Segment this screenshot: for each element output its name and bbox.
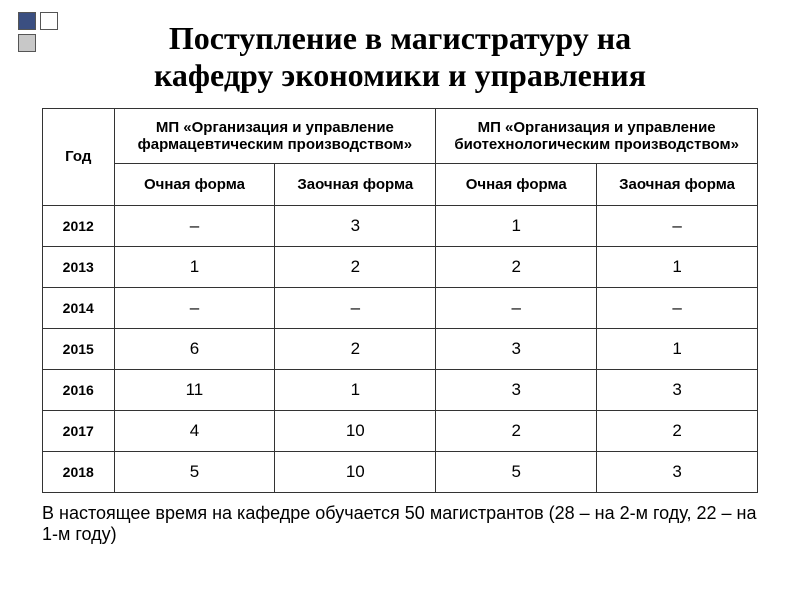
cell-value: 2 — [597, 410, 758, 451]
col-header-year: Год — [43, 108, 115, 205]
cell-value: 3 — [436, 369, 597, 410]
cell-year: 2016 — [43, 369, 115, 410]
table-row: 201611133 — [43, 369, 758, 410]
table-header-row-1: Год МП «Организация и управление фармаце… — [43, 108, 758, 163]
cell-year: 2013 — [43, 246, 115, 287]
table-row: 201741022 — [43, 410, 758, 451]
page-title: Поступление в магистратуру на кафедру эк… — [0, 20, 800, 94]
col-header-group-1: МП «Организация и управление фармацевтич… — [114, 108, 436, 163]
cell-value: 3 — [275, 205, 436, 246]
title-line-1: Поступление в магистратуру на — [169, 20, 631, 56]
cell-value: 1 — [275, 369, 436, 410]
cell-value: – — [114, 205, 275, 246]
cell-value: 6 — [114, 328, 275, 369]
cell-value: 2 — [436, 410, 597, 451]
logo-square-3 — [18, 34, 36, 52]
cell-value: 2 — [275, 246, 436, 287]
cell-value: 1 — [597, 328, 758, 369]
cell-value: – — [597, 287, 758, 328]
cell-value: 10 — [275, 410, 436, 451]
cell-year: 2012 — [43, 205, 115, 246]
cell-value: – — [436, 287, 597, 328]
subheader-g2-full: Очная форма — [436, 163, 597, 205]
admissions-table: Год МП «Организация и управление фармаце… — [42, 108, 758, 493]
cell-value: 1 — [114, 246, 275, 287]
cell-value: 5 — [436, 451, 597, 492]
cell-value: 5 — [114, 451, 275, 492]
cell-value: – — [114, 287, 275, 328]
subheader-g1-full: Очная форма — [114, 163, 275, 205]
table-row: 20156231 — [43, 328, 758, 369]
logo-square-1 — [18, 12, 36, 30]
cell-year: 2015 — [43, 328, 115, 369]
logo-square-2 — [40, 12, 58, 30]
cell-value: 3 — [597, 451, 758, 492]
subheader-g1-part: Заочная форма — [275, 163, 436, 205]
cell-value: 3 — [436, 328, 597, 369]
table-body: 2012–31–201312212014––––2015623120161113… — [43, 205, 758, 492]
cell-value: 1 — [597, 246, 758, 287]
table-row: 2012–31– — [43, 205, 758, 246]
cell-value: 10 — [275, 451, 436, 492]
cell-value: 2 — [436, 246, 597, 287]
title-container: Поступление в магистратуру на кафедру эк… — [0, 0, 800, 94]
table-row: 201851053 — [43, 451, 758, 492]
cell-value: – — [597, 205, 758, 246]
cell-value: 11 — [114, 369, 275, 410]
col-header-group-2: МП «Организация и управление биотехнолог… — [436, 108, 758, 163]
table-row: 20131221 — [43, 246, 758, 287]
cell-value: – — [275, 287, 436, 328]
cell-value: 2 — [275, 328, 436, 369]
cell-value: 1 — [436, 205, 597, 246]
title-line-2: кафедру экономики и управления — [154, 57, 646, 93]
cell-year: 2018 — [43, 451, 115, 492]
table-container: Год МП «Организация и управление фармаце… — [0, 94, 800, 493]
table-header-row-2: Очная форма Заочная форма Очная форма За… — [43, 163, 758, 205]
caption-text: В настоящее время на кафедре обучается 5… — [0, 493, 800, 545]
cell-value: 3 — [597, 369, 758, 410]
cell-year: 2017 — [43, 410, 115, 451]
cell-year: 2014 — [43, 287, 115, 328]
cell-value: 4 — [114, 410, 275, 451]
subheader-g2-part: Заочная форма — [597, 163, 758, 205]
table-row: 2014–––– — [43, 287, 758, 328]
